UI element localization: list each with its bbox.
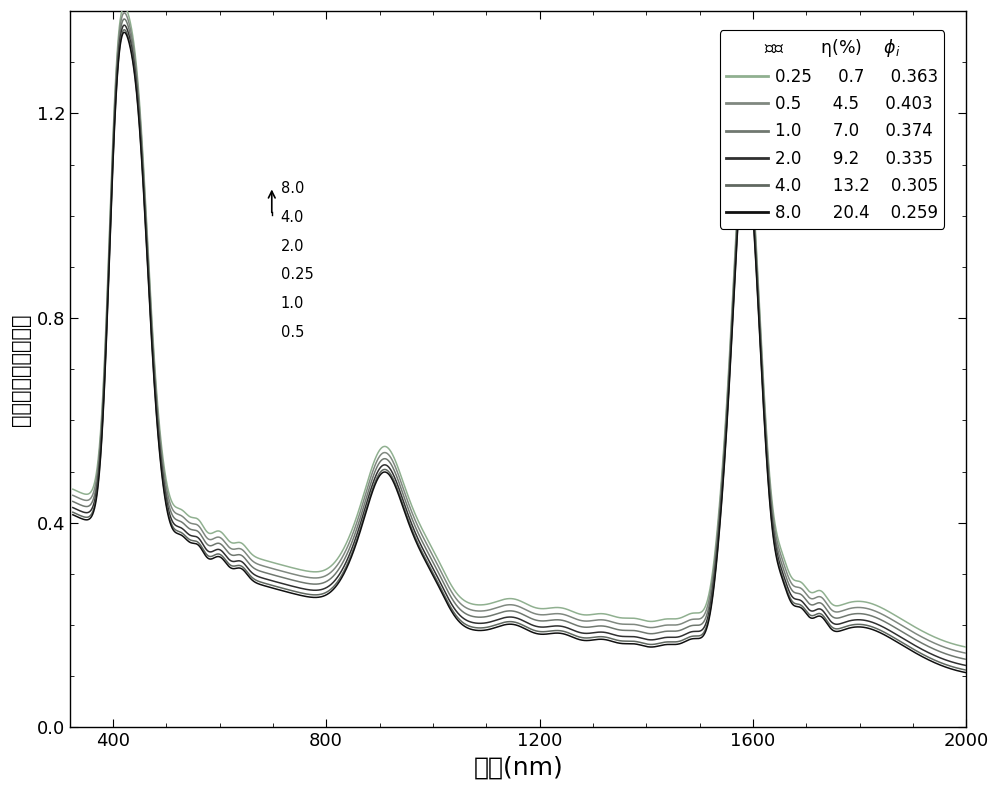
Text: 0.5: 0.5 xyxy=(281,324,304,339)
Text: 1.0: 1.0 xyxy=(281,296,304,311)
Text: 2.0: 2.0 xyxy=(281,239,304,254)
Y-axis label: 吸光度（任意单位）: 吸光度（任意单位） xyxy=(11,313,31,426)
Text: 8.0: 8.0 xyxy=(281,181,304,196)
Text: 4.0: 4.0 xyxy=(281,210,304,225)
X-axis label: 波长(nm): 波长(nm) xyxy=(473,756,563,780)
Legend: 0.25     0.7     0.363, 0.5      4.5     0.403, 1.0      7.0     0.374, 2.0     : 0.25 0.7 0.363, 0.5 4.5 0.403, 1.0 7.0 0… xyxy=(720,30,944,229)
Text: 0.25: 0.25 xyxy=(281,267,313,282)
